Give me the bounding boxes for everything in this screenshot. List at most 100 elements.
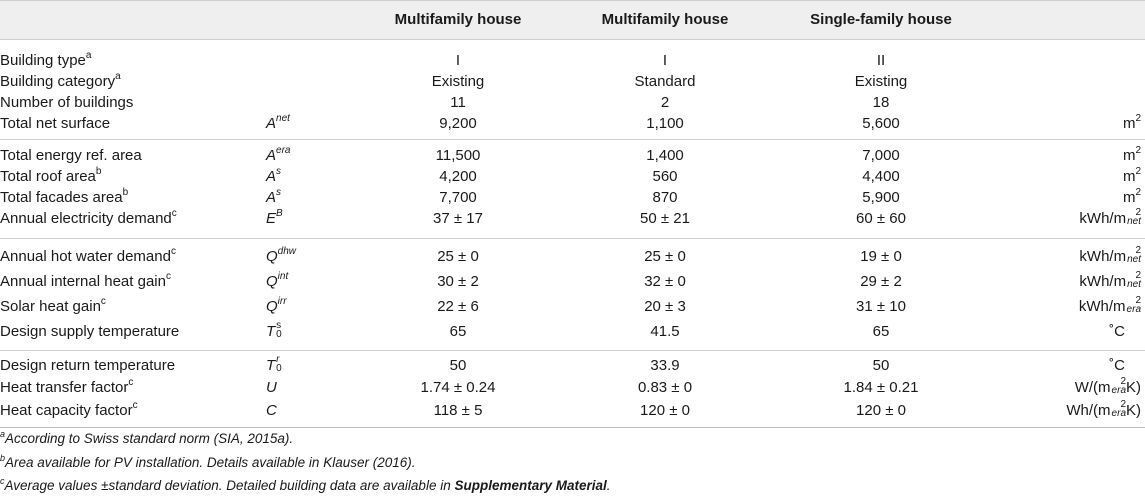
cell-value: 50 ± 21 bbox=[640, 210, 690, 227]
row-unit: m2 bbox=[1122, 166, 1141, 186]
cell-value: 1.74 ± 0.24 bbox=[420, 379, 496, 396]
row-label: Total net surface bbox=[0, 115, 111, 132]
row-unit: ˚C bbox=[1109, 323, 1125, 340]
table-row: Heat transfer factorc U 1.74 ± 0.24 0.83… bbox=[0, 377, 1145, 398]
row-divider bbox=[0, 350, 1145, 351]
cell-value: 1.84 ± 0.21 bbox=[843, 379, 919, 396]
row-unit: W/(m 2 era K) bbox=[1074, 376, 1141, 397]
table-row: Total facades areab As 7,700 870 5,900 m… bbox=[0, 187, 1145, 208]
cell-value: 25 ± 0 bbox=[644, 248, 686, 265]
row-unit: kWh/m 2 net bbox=[1079, 207, 1141, 228]
cell-value: 19 ± 0 bbox=[860, 248, 902, 265]
cell-value: 120 ± 0 bbox=[640, 402, 690, 419]
cell-value: 31 ± 10 bbox=[856, 298, 906, 315]
row-label: Building typea bbox=[0, 50, 92, 70]
cell-value: I bbox=[455, 52, 461, 69]
cell-value: 60 ± 60 bbox=[856, 210, 906, 227]
table-bottom-rule bbox=[0, 427, 1145, 428]
cell-value: II bbox=[876, 52, 886, 69]
cell-value: 65 bbox=[449, 323, 467, 340]
row-label: Number of buildings bbox=[0, 94, 134, 111]
row-unit: kWh/m 2 net bbox=[1079, 245, 1141, 266]
cell-value: 41.5 bbox=[650, 323, 680, 340]
column-header-single-family: Single-family house bbox=[810, 11, 952, 28]
table-row: Building categorya Existing Standard Exi… bbox=[0, 71, 1145, 92]
cell-value: 5,900 bbox=[862, 189, 900, 206]
cell-value: 33.9 bbox=[650, 357, 680, 374]
cell-value: 0.83 ± 0 bbox=[637, 379, 693, 396]
table-row: Total energy ref. area Aera 11,500 1,400… bbox=[0, 145, 1145, 166]
row-symbol: Qdhw bbox=[266, 246, 297, 266]
cell-value: 25 ± 0 bbox=[437, 248, 479, 265]
cell-value: 9,200 bbox=[439, 115, 477, 132]
row-unit: Wh/(m 2 era K) bbox=[1066, 399, 1141, 420]
cell-value: 65 bbox=[872, 323, 890, 340]
table-header-band bbox=[0, 0, 1145, 40]
row-label: Design return temperature bbox=[0, 357, 176, 374]
cell-value: 30 ± 2 bbox=[437, 273, 479, 290]
cell-value: Standard bbox=[634, 73, 696, 90]
cell-value: 5,600 bbox=[862, 115, 900, 132]
row-unit: kWh/m 2 era bbox=[1078, 295, 1141, 316]
row-unit: kWh/m 2 net bbox=[1079, 270, 1141, 291]
cell-value: 22 ± 6 bbox=[437, 298, 479, 315]
cell-value: I bbox=[662, 52, 668, 69]
row-symbol: U bbox=[266, 379, 277, 396]
row-label: Total roof areab bbox=[0, 166, 102, 186]
row-symbol: Qint bbox=[266, 271, 289, 291]
row-symbol: C bbox=[266, 402, 277, 419]
cell-value: 32 ± 0 bbox=[644, 273, 686, 290]
footnote-a: aAccording to Swiss standard norm (SIA, … bbox=[0, 428, 294, 446]
cell-value: 120 ± 0 bbox=[856, 402, 906, 419]
cell-value: 7,700 bbox=[439, 189, 477, 206]
row-symbol: EB bbox=[266, 208, 283, 228]
table-row: Annual hot water demandc Qdhw 25 ± 0 25 … bbox=[0, 246, 1145, 267]
cell-value: Existing bbox=[431, 73, 485, 90]
cell-value: 560 bbox=[652, 168, 678, 185]
cell-value: 18 bbox=[872, 94, 890, 111]
cell-value: 2 bbox=[660, 94, 670, 111]
supplementary-material-link[interactable]: Supplementary Material bbox=[454, 478, 607, 493]
row-unit: ˚C bbox=[1109, 357, 1125, 374]
cell-value: 118 ± 5 bbox=[433, 402, 483, 419]
row-symbol: Anet bbox=[266, 113, 290, 133]
row-unit: m2 bbox=[1122, 113, 1141, 133]
row-unit: m2 bbox=[1122, 145, 1141, 165]
row-unit: m2 bbox=[1122, 187, 1141, 207]
row-divider bbox=[0, 238, 1145, 239]
row-symbol: Qirr bbox=[266, 296, 287, 316]
table-row: Number of buildings 11 2 18 bbox=[0, 92, 1145, 113]
cell-value: 11,500 bbox=[435, 147, 481, 164]
row-label: Total facades areab bbox=[0, 187, 129, 207]
row-label: Heat capacity factorc bbox=[0, 400, 138, 420]
cell-value: 7,000 bbox=[862, 147, 900, 164]
cell-value: Existing bbox=[854, 73, 908, 90]
table-row: Total roof areab As 4,200 560 4,400 m2 bbox=[0, 166, 1145, 187]
row-label: Solar heat gainc bbox=[0, 296, 106, 316]
table-row: Annual electricity demandc EB 37 ± 17 50… bbox=[0, 208, 1145, 229]
cell-value: 4,200 bbox=[439, 168, 477, 185]
footnote-b: bArea available for PV installation. Det… bbox=[0, 452, 416, 470]
cell-value: 50 bbox=[872, 357, 890, 374]
table-row: Annual internal heat gainc Qint 30 ± 2 3… bbox=[0, 271, 1145, 292]
footnote-c: cAverage values ±standard deviation. Det… bbox=[0, 475, 611, 493]
row-label: Design supply temperature bbox=[0, 323, 180, 340]
row-label: Annual hot water demandc bbox=[0, 246, 176, 266]
cell-value: 29 ± 2 bbox=[860, 273, 902, 290]
row-symbol: As bbox=[266, 187, 282, 207]
cell-value: 4,400 bbox=[862, 168, 900, 185]
table-row: Total net surface Anet 9,200 1,100 5,600… bbox=[0, 113, 1145, 134]
column-header-multifamily-standard: Multifamily house bbox=[601, 11, 729, 28]
row-label: Annual internal heat gainc bbox=[0, 271, 171, 291]
table-row: Heat capacity factorc C 118 ± 5 120 ± 0 … bbox=[0, 400, 1145, 421]
row-label: Heat transfer factorc bbox=[0, 377, 134, 397]
cell-value: 1,400 bbox=[646, 147, 684, 164]
cell-value: 37 ± 17 bbox=[433, 210, 483, 227]
row-label: Annual electricity demandc bbox=[0, 208, 177, 228]
cell-value: 50 bbox=[449, 357, 467, 374]
row-divider bbox=[0, 139, 1145, 140]
row-label: Building categorya bbox=[0, 71, 121, 91]
